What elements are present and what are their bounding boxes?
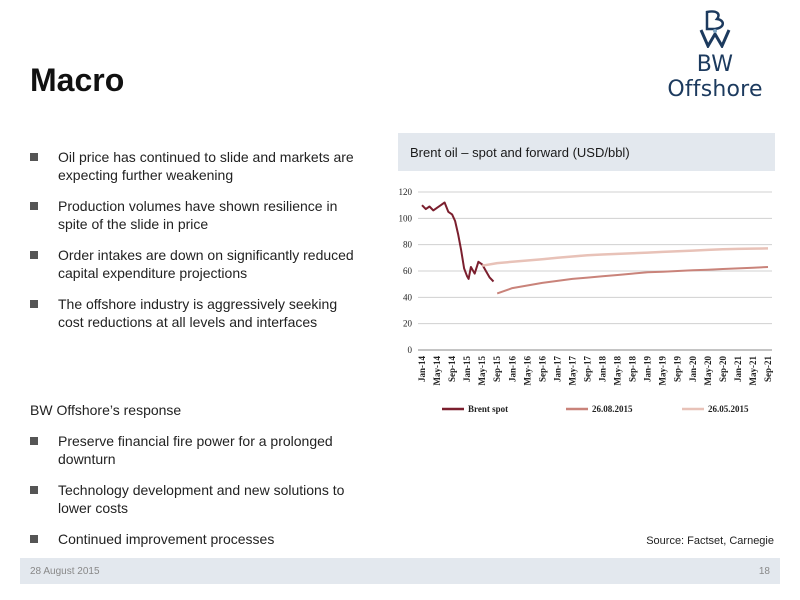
x-tick-label: Jan-16: [507, 356, 517, 383]
bullet-text: Continued improvement processes: [58, 531, 275, 547]
bullet-square-icon: [30, 535, 38, 543]
x-tick-label: Sep-16: [537, 356, 547, 383]
x-tick-label: Jan-21: [733, 356, 743, 383]
bullet-text: Technology development and new solutions…: [58, 482, 345, 516]
x-tick-label: May-18: [613, 356, 623, 386]
x-tick-label: Jan-20: [688, 356, 698, 383]
bullet-text: Production volumes have shown resilience…: [58, 198, 338, 232]
bullet-item: Oil price has continued to slide and mar…: [30, 148, 360, 184]
legend-label: 26.08.2015: [592, 404, 633, 414]
x-tick-label: Jan-19: [643, 356, 653, 383]
y-tick-label: 120: [399, 187, 413, 197]
bullet-square-icon: [30, 300, 38, 308]
x-tick-label: Sep-14: [447, 356, 457, 383]
chart-header: Brent oil – spot and forward (USD/bbl): [398, 133, 775, 171]
brent-oil-chart: 0 20 40 60 80 100 120 Jan-14 May-14 Sep-14 Jan-15 M…: [399, 187, 774, 414]
chart-title: Brent oil – spot and forward (USD/bbl): [410, 144, 630, 160]
bullet-text: Order intakes are down on significantly …: [58, 247, 354, 281]
bullet-item: Production volumes have shown resilience…: [30, 197, 360, 233]
series-line-2: [481, 247, 769, 267]
x-tick-label: May-17: [567, 356, 577, 386]
bullet-list: Oil price has continued to slide and mar…: [30, 148, 360, 344]
bullet-item: Continued improvement processes: [30, 530, 360, 548]
bullet-text: The offshore industry is aggressively se…: [58, 296, 338, 330]
x-tick-label: Sep-15: [492, 356, 502, 383]
y-tick-label: 20: [403, 319, 413, 329]
response-heading: BW Offshore’s response: [30, 402, 182, 418]
y-tick-label: 60: [403, 266, 413, 276]
x-tick-label: May-20: [703, 356, 713, 386]
bullet-text: Preserve financial fire power for a prol…: [58, 433, 333, 467]
x-tick-label: Sep-17: [582, 356, 592, 383]
x-tick-label: Jan-15: [462, 356, 472, 383]
x-tick-label: Jan-17: [552, 356, 562, 383]
x-tick-label: May-15: [477, 356, 487, 386]
page-title: Macro: [30, 62, 125, 98]
x-tick-label: May-14: [432, 356, 442, 386]
bullet-item: The offshore industry is aggressively se…: [30, 295, 360, 331]
bullet-square-icon: [30, 251, 38, 259]
page-number: 18: [758, 565, 770, 577]
bw-logo-icon: [699, 10, 731, 48]
bullet-item: Preserve financial fire power for a prol…: [30, 432, 360, 468]
x-tick-label: May-19: [658, 356, 668, 386]
x-tick-label: May-21: [748, 356, 758, 386]
bullet-square-icon: [30, 202, 38, 210]
legend-label: Brent spot: [468, 404, 508, 414]
x-tick-label: Sep-20: [718, 356, 728, 383]
x-tick-label: Sep-19: [673, 356, 683, 383]
response-bullet-list: Preserve financial fire power for a prol…: [30, 432, 360, 561]
bullet-item: Technology development and new solutions…: [30, 481, 360, 517]
x-tick-label: May-16: [522, 356, 532, 386]
bullet-item: Order intakes are down on significantly …: [30, 246, 360, 282]
y-tick-label: 40: [403, 292, 413, 302]
y-tick-label: 0: [408, 345, 413, 355]
footer-bar: 28 August 2015 18: [20, 558, 780, 584]
legend-label: 26.05.2015: [708, 404, 749, 414]
x-tick-label: Sep-18: [628, 356, 638, 383]
logo-text: BW Offshore: [667, 52, 763, 102]
bullet-square-icon: [30, 153, 38, 161]
bullet-square-icon: [30, 486, 38, 494]
series-line-0: [421, 201, 495, 283]
x-tick-label: Jan-18: [598, 356, 608, 383]
bullet-text: Oil price has continued to slide and mar…: [58, 149, 354, 183]
bullet-square-icon: [30, 437, 38, 445]
series-line-1: [496, 266, 769, 295]
y-tick-label: 100: [399, 213, 413, 223]
y-tick-label: 80: [403, 240, 413, 250]
x-tick-label: Jan-14: [417, 356, 427, 383]
x-tick-label: Sep-21: [763, 356, 773, 383]
company-logo: BW Offshore: [650, 8, 780, 102]
source-note: Source: Factset, Carnegie: [646, 535, 774, 547]
footer-date: 28 August 2015: [30, 565, 100, 577]
